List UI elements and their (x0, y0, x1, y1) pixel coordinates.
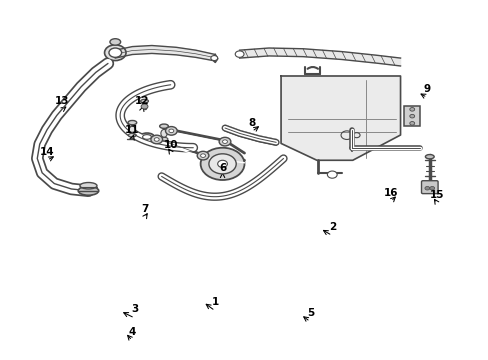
Circle shape (222, 140, 227, 143)
Text: 13: 13 (54, 96, 69, 107)
Circle shape (200, 148, 244, 180)
Ellipse shape (80, 183, 97, 189)
Polygon shape (239, 48, 400, 66)
FancyBboxPatch shape (404, 107, 419, 126)
Circle shape (210, 55, 217, 60)
Circle shape (168, 129, 173, 133)
Text: 8: 8 (248, 118, 255, 128)
FancyBboxPatch shape (421, 181, 437, 194)
Text: 10: 10 (164, 140, 178, 149)
Circle shape (154, 138, 159, 141)
Circle shape (327, 171, 336, 178)
Polygon shape (281, 76, 400, 160)
Text: 14: 14 (40, 147, 54, 157)
Text: 16: 16 (383, 188, 397, 198)
Circle shape (197, 151, 208, 160)
Ellipse shape (129, 126, 135, 134)
Text: 15: 15 (429, 190, 444, 200)
Text: 4: 4 (128, 327, 136, 337)
Text: 5: 5 (306, 308, 313, 318)
Ellipse shape (425, 154, 433, 159)
Ellipse shape (128, 121, 137, 125)
Polygon shape (115, 45, 215, 61)
Ellipse shape (142, 135, 151, 139)
Ellipse shape (160, 137, 167, 141)
Circle shape (424, 186, 429, 190)
Circle shape (109, 48, 122, 57)
FancyArrowPatch shape (307, 67, 317, 69)
Ellipse shape (78, 186, 99, 195)
Circle shape (235, 51, 244, 57)
Text: 9: 9 (423, 84, 430, 94)
Circle shape (200, 154, 205, 157)
Circle shape (219, 137, 230, 146)
Ellipse shape (161, 130, 167, 137)
Circle shape (208, 154, 236, 174)
Text: 6: 6 (219, 163, 226, 173)
Circle shape (217, 160, 227, 167)
Ellipse shape (141, 99, 148, 103)
Circle shape (104, 45, 126, 60)
Text: 12: 12 (135, 96, 149, 107)
Circle shape (409, 122, 414, 125)
Circle shape (409, 108, 414, 111)
Text: 1: 1 (211, 297, 219, 307)
Text: 3: 3 (131, 305, 138, 315)
Text: 2: 2 (328, 222, 335, 232)
Ellipse shape (128, 134, 136, 137)
Circle shape (165, 127, 177, 135)
Ellipse shape (140, 133, 154, 141)
Circle shape (409, 114, 414, 118)
Ellipse shape (110, 39, 121, 45)
Ellipse shape (159, 124, 168, 129)
Text: 7: 7 (141, 204, 148, 214)
Circle shape (141, 104, 148, 109)
Circle shape (151, 135, 162, 144)
Text: 11: 11 (125, 125, 139, 135)
Circle shape (429, 186, 434, 190)
